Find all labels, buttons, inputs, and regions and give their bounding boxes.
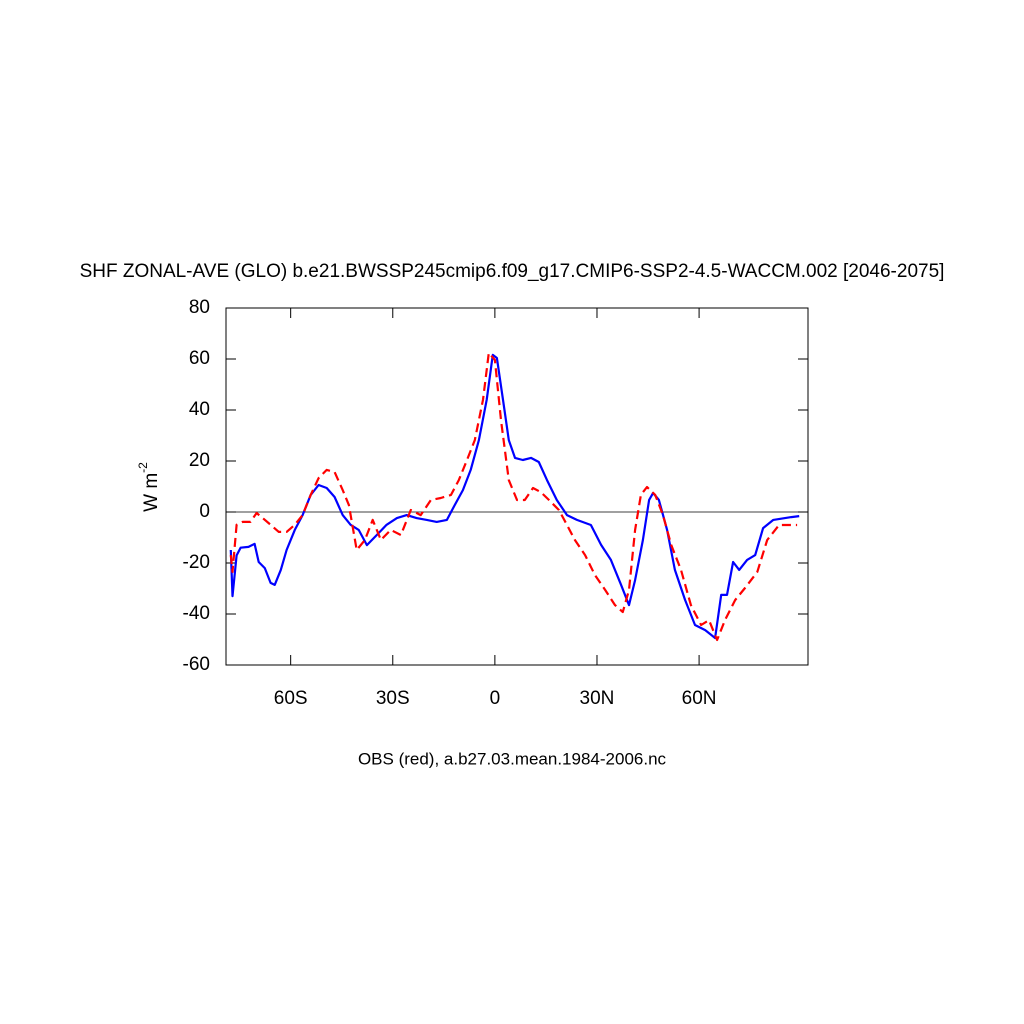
x-axis-label: OBS (red), a.b27.03.mean.1984-2006.nc [358,749,667,768]
series-line [229,351,798,642]
x-tick-label: 30N [580,688,615,709]
y-tick-label: 0 [199,501,210,522]
x-tick-label: 60S [274,688,308,709]
y-axis-label: W m-2 [136,462,162,512]
y-label-superscript: -2 [136,462,150,473]
y-tick-label: 80 [189,297,210,318]
y-label-text: W m [141,473,162,512]
y-tick-label: -60 [183,654,210,675]
y-tick-label: 20 [189,450,210,471]
chart-title: SHF ZONAL-AVE (GLO) b.e21.BWSSP245cmip6.… [80,261,945,282]
y-tick-label: -40 [183,603,210,624]
series-line [229,353,800,640]
y-tick-label: -20 [183,552,210,573]
y-tick-label: 40 [189,399,210,420]
plot-frame [225,307,809,666]
x-tick-label: 60N [682,688,717,709]
x-tick-label: 30S [376,688,410,709]
x-tick-label: 0 [490,688,501,709]
y-tick-label: 60 [189,348,210,369]
